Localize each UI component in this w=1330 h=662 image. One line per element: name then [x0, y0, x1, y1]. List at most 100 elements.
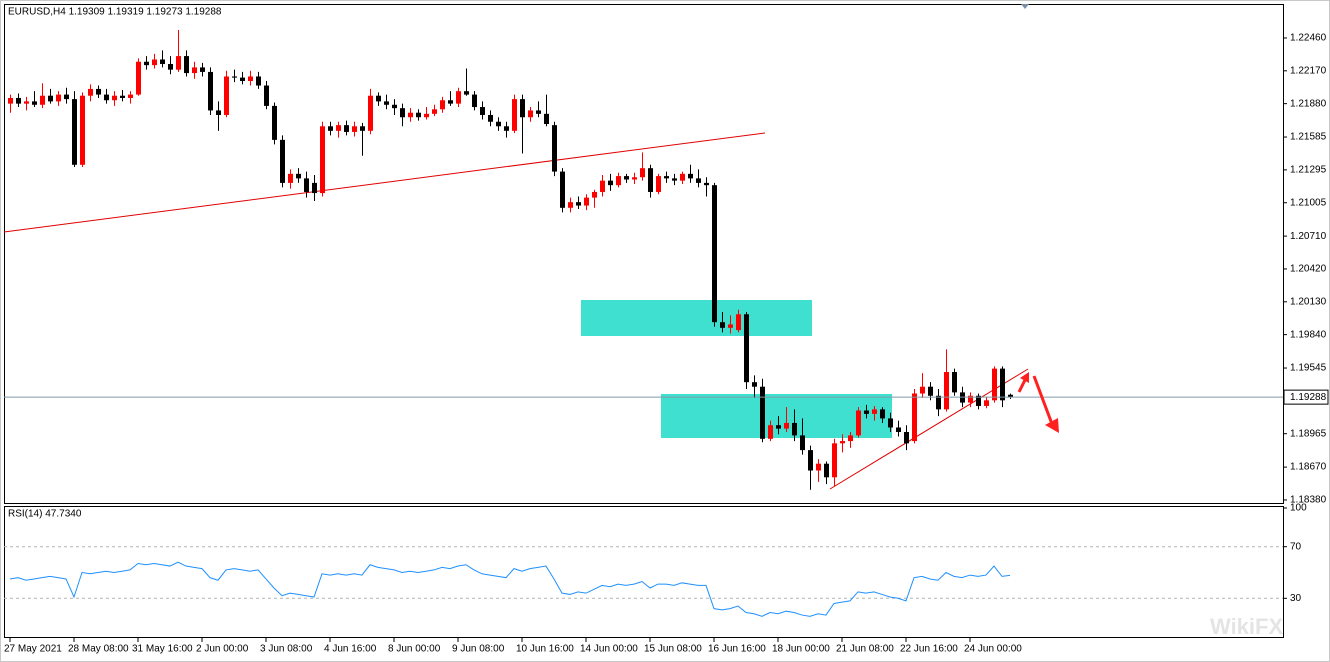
x-tick-label: 28 May 08:00 [68, 644, 129, 655]
candle-body [528, 110, 533, 118]
candle-body [192, 67, 197, 74]
candle-body [336, 125, 341, 131]
candle-body [168, 64, 173, 70]
candle-body [544, 113, 549, 125]
candle-body [944, 371, 949, 410]
candle-body [16, 97, 21, 104]
candle-body [552, 125, 557, 172]
candle-body [720, 322, 725, 328]
candle-body [496, 121, 501, 127]
candle-body [480, 107, 485, 115]
candle-body [152, 59, 157, 66]
x-tick-label: 18 Jun 00:00 [772, 644, 830, 655]
candle-body [856, 410, 861, 436]
candle-body [328, 126, 333, 131]
candle-body [80, 95, 85, 165]
candle-body [232, 76, 237, 78]
candle-body [880, 409, 885, 419]
candle-body [984, 400, 989, 406]
candle-body [640, 168, 645, 178]
candle-body [1008, 394, 1013, 398]
candle-body [144, 61, 149, 66]
candle-body [936, 395, 941, 410]
y-tick-label: 1.20130 [1290, 296, 1327, 307]
candle-body [744, 314, 749, 383]
arrow-head [1020, 372, 1029, 383]
x-tick-label: 24 Jun 00:00 [964, 644, 1022, 655]
candle-body [160, 59, 165, 65]
candle-body [448, 100, 453, 104]
candle-body [264, 85, 269, 106]
x-tick-label: 27 May 2021 [4, 644, 62, 655]
candle-body [392, 104, 397, 109]
candle-body [120, 95, 125, 98]
price-label-box [1283, 389, 1329, 405]
candle-body [360, 126, 365, 131]
candle-body [384, 101, 389, 105]
arrow [1017, 379, 1027, 393]
zone [581, 300, 812, 336]
candle-body [824, 463, 829, 478]
x-tick-label: 15 Jun 08:00 [644, 644, 702, 655]
price-label: 1.19288 [1290, 392, 1327, 403]
candle-body [696, 178, 701, 183]
x-tick-label: 2 Jun 00:00 [196, 644, 249, 655]
candle-body [760, 386, 765, 439]
candle-body [216, 110, 221, 115]
candle-body [704, 182, 709, 186]
candle-body [128, 94, 133, 98]
y-tick-label: 100 [1290, 503, 1307, 514]
candle-body [424, 113, 429, 118]
candle-body [408, 112, 413, 118]
y-tick-label: 1.21005 [1290, 197, 1327, 208]
candle-body [472, 94, 477, 108]
candle-body [872, 409, 877, 414]
candle-body [800, 435, 805, 451]
y-tick-label: 1.20420 [1290, 264, 1327, 275]
y-tick-label: 1.21880 [1290, 98, 1327, 109]
shift-marker [1021, 4, 1029, 9]
candle-body [40, 95, 45, 105]
candle-body [912, 393, 917, 442]
candle-body [440, 100, 445, 110]
candle-body [928, 386, 933, 396]
candle-body [208, 71, 213, 111]
candle-body [320, 126, 325, 194]
candle-body [816, 463, 821, 471]
candle-body [72, 99, 77, 165]
candle-body [624, 176, 629, 180]
candle-body [488, 114, 493, 122]
y-tick-label: 1.21585 [1290, 132, 1327, 143]
candle-body [224, 76, 229, 115]
candle-body [136, 61, 141, 95]
candle-body [992, 368, 997, 401]
candle-body [616, 176, 621, 186]
candle-body [280, 139, 285, 183]
candle-body [8, 97, 13, 104]
candle-body [888, 418, 893, 428]
x-tick-label: 10 Jun 16:00 [516, 644, 574, 655]
y-tick-label: 1.22460 [1290, 33, 1327, 44]
arrow [1032, 375, 1054, 425]
watermark: WikiFX [1210, 614, 1283, 639]
rsi-line [9, 561, 1011, 617]
candle-body [600, 180, 605, 192]
candle-body [376, 95, 381, 102]
candle-body [768, 425, 773, 439]
arrow-head [1045, 418, 1059, 433]
candle-body [584, 197, 589, 206]
candle-body [96, 88, 101, 95]
candle-body [416, 112, 421, 118]
candle-body [728, 324, 733, 328]
x-tick-label: 22 Jun 16:00 [900, 644, 958, 655]
y-tick-label: 70 [1290, 541, 1302, 552]
candle-body [432, 109, 437, 114]
x-tick-label: 9 Jun 08:00 [452, 644, 505, 655]
candle-body [736, 314, 741, 331]
x-tick-label: 16 Jun 16:00 [708, 644, 766, 655]
candle-body [88, 88, 93, 96]
y-tick-label: 30 [1290, 593, 1302, 604]
candle-body [344, 125, 349, 132]
candle-body [240, 77, 245, 81]
symbol-info: EURUSD,H4 1.19309 1.19319 1.19273 1.1928… [8, 7, 222, 18]
